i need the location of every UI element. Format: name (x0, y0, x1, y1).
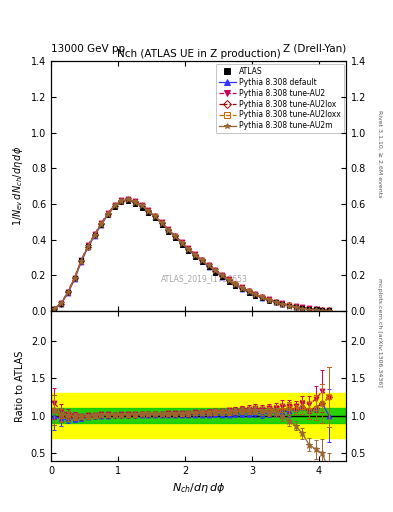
Text: 13000 GeV pp: 13000 GeV pp (51, 44, 125, 54)
Title: Nch (ATLAS UE in Z production): Nch (ATLAS UE in Z production) (117, 49, 280, 59)
Legend: ATLAS, Pythia 8.308 default, Pythia 8.308 tune-AU2, Pythia 8.308 tune-AU2lox, Py: ATLAS, Pythia 8.308 default, Pythia 8.30… (216, 63, 343, 134)
Text: ATLAS_2019_I1736653: ATLAS_2019_I1736653 (161, 274, 248, 283)
Text: Z (Drell-Yan): Z (Drell-Yan) (283, 44, 346, 54)
Text: Rivet 3.1.10, ≥ 2.6M events: Rivet 3.1.10, ≥ 2.6M events (377, 110, 382, 197)
Text: mcplots.cern.ch [arXiv:1306.3436]: mcplots.cern.ch [arXiv:1306.3436] (377, 279, 382, 387)
Y-axis label: $1/N_{ev}\,dN_{ch}/d\eta\,d\phi$: $1/N_{ev}\,dN_{ch}/d\eta\,d\phi$ (11, 146, 25, 226)
X-axis label: $N_{ch}/d\eta\,d\phi$: $N_{ch}/d\eta\,d\phi$ (172, 481, 225, 495)
Y-axis label: Ratio to ATLAS: Ratio to ATLAS (15, 350, 25, 421)
